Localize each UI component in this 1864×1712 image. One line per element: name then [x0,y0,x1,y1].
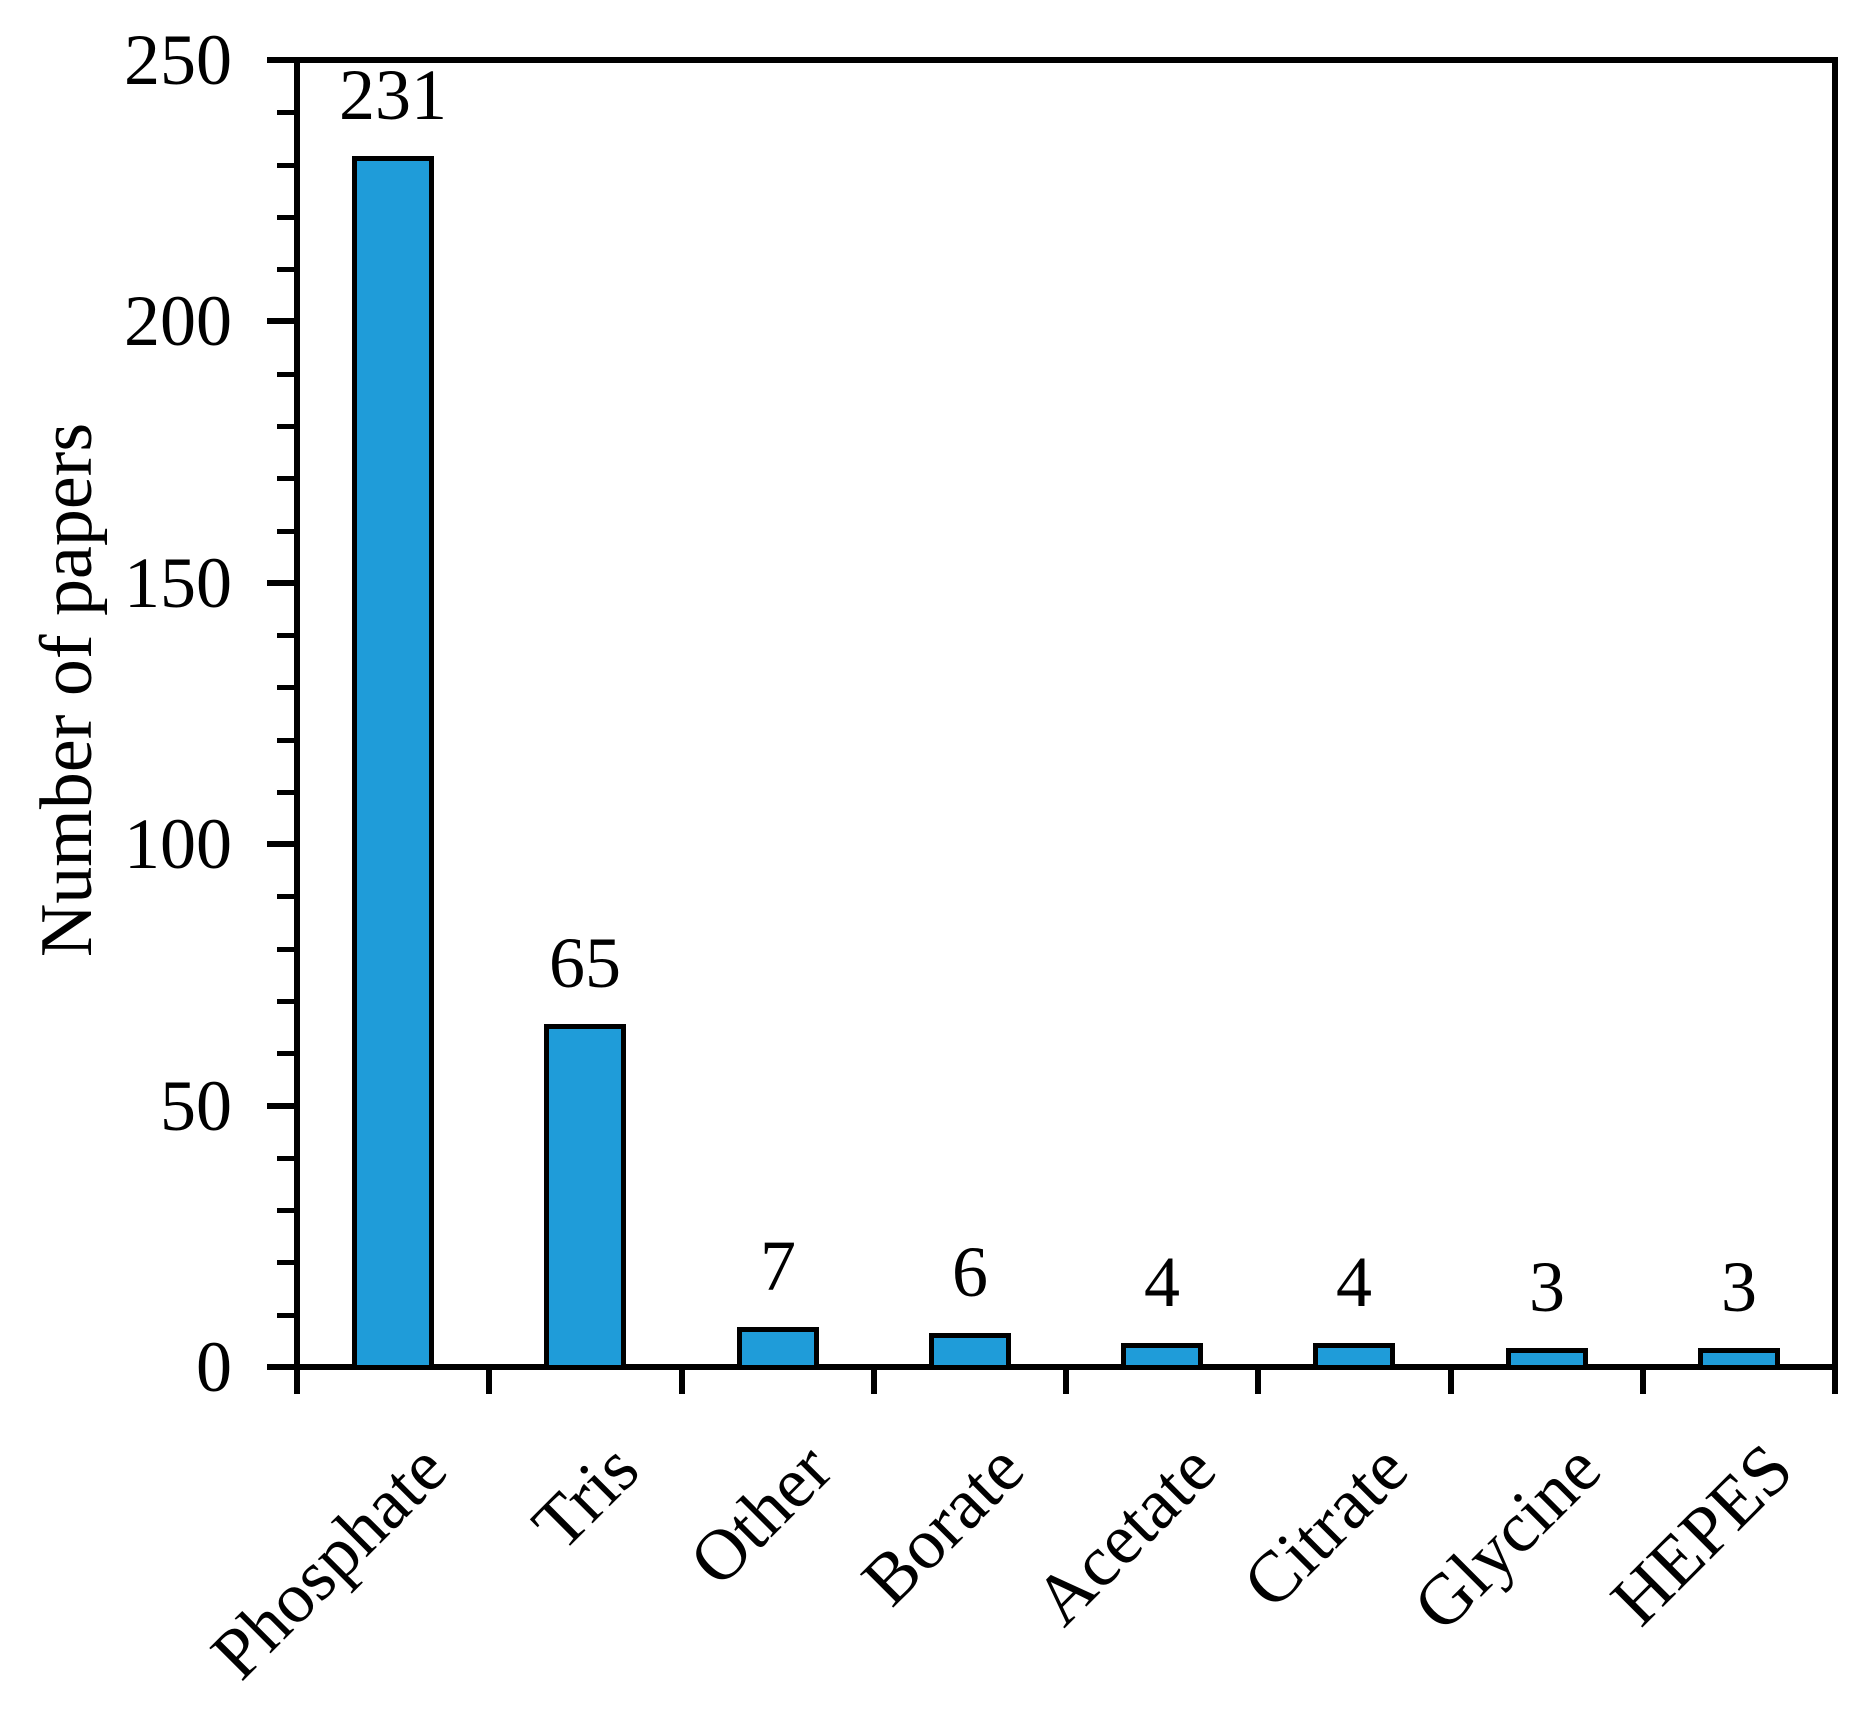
y-axis-minor-tick [277,685,297,690]
bar [1121,1343,1203,1370]
y-axis-tick-label: 50 [160,1066,232,1146]
bar [544,1024,626,1370]
y-axis-minor-tick [277,476,297,481]
bar-value-label: 231 [339,55,447,135]
y-axis-minor-tick [277,163,297,168]
y-axis-tick-label: 100 [124,804,232,884]
y-axis-minor-tick [277,1208,297,1213]
y-axis-major-tick [267,57,297,63]
bar-value-label: 6 [952,1232,988,1312]
x-axis-tick [1448,1370,1454,1394]
y-axis-minor-tick [277,215,297,220]
x-axis-tick [871,1370,877,1394]
y-axis-minor-tick [277,267,297,272]
bar-value-label: 3 [1721,1247,1757,1327]
bar [1698,1348,1780,1370]
bar [352,156,434,1370]
y-axis-minor-tick [277,1156,297,1161]
bar [1313,1343,1395,1370]
bar-value-label: 65 [549,923,621,1003]
y-axis-major-tick [267,841,297,847]
y-axis-tick-label: 250 [124,20,232,100]
bar [929,1333,1011,1370]
bar-value-label: 3 [1529,1247,1565,1327]
y-axis-minor-tick [277,738,297,743]
x-axis-tick [1832,1370,1838,1394]
bar-value-label: 4 [1144,1242,1180,1322]
y-axis-minor-tick [277,110,297,115]
y-axis-major-tick [267,580,297,586]
bar [1506,1348,1588,1370]
y-axis-major-tick [267,1364,297,1370]
bar-value-label: 4 [1336,1242,1372,1322]
y-axis-major-tick [267,318,297,324]
y-axis-minor-tick [277,1051,297,1056]
y-axis-minor-tick [277,947,297,952]
x-axis-tick [1640,1370,1646,1394]
x-axis-tick [486,1370,492,1394]
y-axis-minor-tick [277,424,297,429]
bar [737,1327,819,1370]
plot-area [294,57,1838,1370]
y-axis-minor-tick [277,894,297,899]
y-axis-minor-tick [277,999,297,1004]
y-axis-minor-tick [277,1260,297,1265]
y-axis-tick-label: 150 [124,543,232,623]
y-axis-minor-tick [277,372,297,377]
x-axis-tick [1255,1370,1261,1394]
y-axis-minor-tick [277,633,297,638]
y-axis-tick-label: 0 [196,1327,232,1407]
y-axis-minor-tick [277,790,297,795]
y-axis-minor-tick [277,1313,297,1318]
y-axis-tick-label: 200 [124,281,232,361]
y-axis-major-tick [267,1103,297,1109]
x-axis-tick [294,1370,300,1394]
y-axis-minor-tick [277,529,297,534]
bar-value-label: 7 [760,1226,796,1306]
x-axis-tick [679,1370,685,1394]
x-axis-tick [1063,1370,1069,1394]
